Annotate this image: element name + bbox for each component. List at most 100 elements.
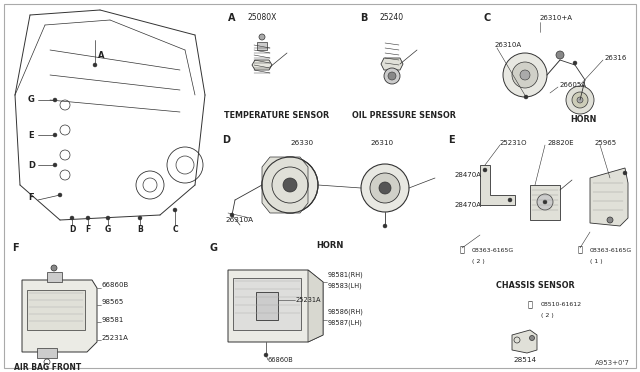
Text: 28514: 28514	[513, 357, 536, 363]
Circle shape	[283, 178, 297, 192]
Circle shape	[262, 157, 318, 213]
Bar	[47, 272, 62, 282]
Circle shape	[520, 70, 530, 80]
Text: 26605A: 26605A	[560, 82, 587, 88]
Circle shape	[388, 72, 396, 80]
Circle shape	[361, 164, 409, 212]
Text: G: G	[105, 225, 111, 234]
Text: 25231A: 25231A	[102, 335, 129, 341]
Text: 98581(RH): 98581(RH)	[328, 272, 364, 278]
Polygon shape	[512, 330, 537, 353]
Text: B: B	[137, 225, 143, 234]
Text: 28820E: 28820E	[548, 140, 575, 146]
Circle shape	[529, 336, 534, 340]
Text: 08363-6165G: 08363-6165G	[472, 247, 515, 253]
Text: 98583(LH): 98583(LH)	[328, 283, 363, 289]
Text: HORN: HORN	[570, 115, 596, 125]
Text: D: D	[28, 160, 35, 170]
Circle shape	[537, 194, 553, 210]
Polygon shape	[308, 270, 323, 342]
Circle shape	[556, 51, 564, 59]
Text: 08510-61612: 08510-61612	[541, 302, 582, 308]
Text: C: C	[483, 13, 490, 23]
Text: Ⓢ: Ⓢ	[460, 246, 465, 254]
Text: 66860B: 66860B	[102, 282, 129, 288]
Circle shape	[573, 61, 577, 65]
Text: Ⓢ: Ⓢ	[577, 246, 582, 254]
Polygon shape	[590, 168, 628, 226]
Text: CHASSIS SENSOR: CHASSIS SENSOR	[496, 280, 574, 289]
Text: B: B	[360, 13, 367, 23]
Text: D: D	[69, 225, 75, 234]
Text: 25965: 25965	[595, 140, 617, 146]
Circle shape	[508, 198, 512, 202]
Circle shape	[230, 213, 234, 217]
Text: 98565: 98565	[102, 299, 124, 305]
Text: 28470A: 28470A	[455, 202, 482, 208]
Polygon shape	[252, 60, 272, 70]
Text: A: A	[98, 51, 104, 60]
Circle shape	[58, 193, 62, 197]
Text: AIR BAG FRONT: AIR BAG FRONT	[14, 363, 81, 372]
Circle shape	[384, 68, 400, 84]
Polygon shape	[480, 165, 515, 205]
Circle shape	[512, 62, 538, 88]
Text: 25240: 25240	[380, 13, 404, 22]
Circle shape	[173, 208, 177, 212]
Text: 26310A: 26310A	[225, 217, 253, 223]
Circle shape	[259, 34, 265, 40]
Circle shape	[383, 224, 387, 228]
Text: A953+0'7: A953+0'7	[595, 360, 630, 366]
Circle shape	[379, 182, 391, 194]
Text: F: F	[12, 243, 19, 253]
Circle shape	[86, 216, 90, 220]
Circle shape	[483, 168, 487, 172]
Circle shape	[70, 216, 74, 220]
Circle shape	[272, 167, 308, 203]
Bar	[27, 290, 85, 330]
Circle shape	[53, 133, 57, 137]
Circle shape	[572, 92, 588, 108]
Circle shape	[543, 200, 547, 204]
Text: ( 1 ): ( 1 )	[590, 259, 603, 263]
Text: OIL PRESSURE SENSOR: OIL PRESSURE SENSOR	[352, 110, 456, 119]
Text: 28470A: 28470A	[455, 172, 482, 178]
Text: D: D	[222, 135, 230, 145]
Text: HORN: HORN	[316, 241, 344, 250]
Text: 98586(RH): 98586(RH)	[328, 309, 364, 315]
Polygon shape	[262, 157, 308, 213]
Text: C: C	[172, 225, 178, 234]
Text: F: F	[85, 225, 91, 234]
Circle shape	[53, 163, 57, 167]
Circle shape	[264, 353, 268, 357]
Text: 26310: 26310	[370, 140, 393, 146]
Text: 25080X: 25080X	[248, 13, 277, 22]
Text: 66860B: 66860B	[268, 357, 294, 363]
Bar	[257, 42, 267, 50]
Circle shape	[623, 171, 627, 175]
Text: E: E	[448, 135, 454, 145]
Text: 98587(LH): 98587(LH)	[328, 320, 363, 326]
Text: 25231O: 25231O	[500, 140, 527, 146]
Text: F: F	[28, 193, 34, 202]
Text: 25231A: 25231A	[296, 297, 321, 303]
Text: ( 2 ): ( 2 )	[472, 259, 484, 263]
Text: Ⓢ: Ⓢ	[527, 301, 532, 310]
Bar	[233, 278, 301, 330]
Circle shape	[51, 265, 57, 271]
Text: A: A	[228, 13, 236, 23]
Bar	[256, 292, 278, 320]
Text: 08363-6165G: 08363-6165G	[590, 247, 632, 253]
Bar	[37, 348, 57, 358]
Text: G: G	[28, 96, 35, 105]
Circle shape	[283, 178, 297, 192]
Polygon shape	[228, 270, 323, 342]
Circle shape	[53, 98, 57, 102]
Circle shape	[577, 97, 583, 103]
Circle shape	[607, 217, 613, 223]
Text: TEMPERATURE SENSOR: TEMPERATURE SENSOR	[224, 110, 329, 119]
Circle shape	[524, 95, 528, 99]
Circle shape	[138, 216, 142, 220]
Polygon shape	[381, 58, 403, 70]
Circle shape	[503, 53, 547, 97]
